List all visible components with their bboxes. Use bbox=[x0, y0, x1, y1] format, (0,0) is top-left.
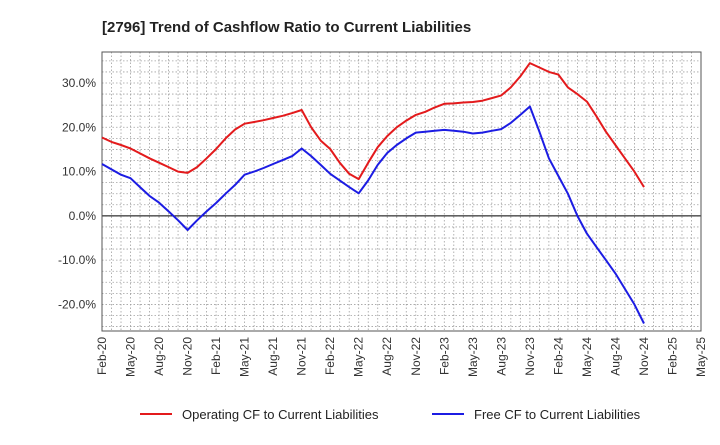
x-tick-label: Nov-22 bbox=[409, 337, 423, 376]
plot-frame bbox=[101, 51, 702, 332]
x-tick-label: Nov-20 bbox=[181, 337, 195, 376]
series-line-2 bbox=[101, 105, 645, 324]
x-tick-label: Aug-23 bbox=[494, 337, 508, 376]
x-tick-label: Feb-21 bbox=[209, 337, 223, 375]
axis-layer: -20.0% -10.0% 0.0% 10.0% 20.0% 30.0% Feb-20 May… bbox=[58, 51, 708, 377]
y-tick-label: 0.0% bbox=[69, 209, 97, 223]
series-layer bbox=[101, 62, 645, 324]
x-tick-label: Feb-22 bbox=[323, 337, 337, 375]
series-line-1 bbox=[101, 62, 645, 188]
x-tick-label: May-22 bbox=[352, 337, 366, 377]
grid-layer bbox=[101, 52, 702, 331]
x-tick-label: May-24 bbox=[580, 337, 594, 377]
y-tick-label: 10.0% bbox=[62, 165, 96, 179]
y-tick-label: -20.0% bbox=[58, 297, 96, 311]
x-tick-label: Nov-23 bbox=[523, 337, 537, 376]
legend-label-2: Free CF to Current Liabilities bbox=[474, 407, 641, 422]
chart-title: [2796] Trend of Cashflow Ratio to Curren… bbox=[102, 19, 471, 36]
x-tick-label: Aug-21 bbox=[266, 337, 280, 376]
x-tick-label: Feb-25 bbox=[665, 337, 679, 375]
x-tick-label: Feb-20 bbox=[95, 337, 109, 375]
legend: Operating CF to Current Liabilities Free … bbox=[140, 407, 641, 422]
y-tick-label: 30.0% bbox=[62, 76, 96, 90]
x-tick-label: Nov-24 bbox=[637, 337, 651, 376]
x-tick-label: Nov-21 bbox=[295, 337, 309, 376]
x-tick-label: May-23 bbox=[466, 337, 480, 377]
x-tick-label: May-25 bbox=[694, 337, 708, 377]
y-tick-label: 20.0% bbox=[62, 120, 96, 134]
x-tick-label: Feb-23 bbox=[437, 337, 451, 375]
legend-label-1: Operating CF to Current Liabilities bbox=[182, 407, 379, 422]
y-tick-label: -10.0% bbox=[58, 253, 96, 267]
x-tick-label: May-21 bbox=[238, 337, 252, 377]
x-tick-label: Aug-20 bbox=[152, 337, 166, 376]
x-tick-label: Aug-24 bbox=[608, 337, 622, 376]
x-tick-label: May-20 bbox=[124, 337, 138, 377]
x-tick-label: Aug-22 bbox=[380, 337, 394, 376]
x-tick-label: Feb-24 bbox=[551, 337, 565, 375]
